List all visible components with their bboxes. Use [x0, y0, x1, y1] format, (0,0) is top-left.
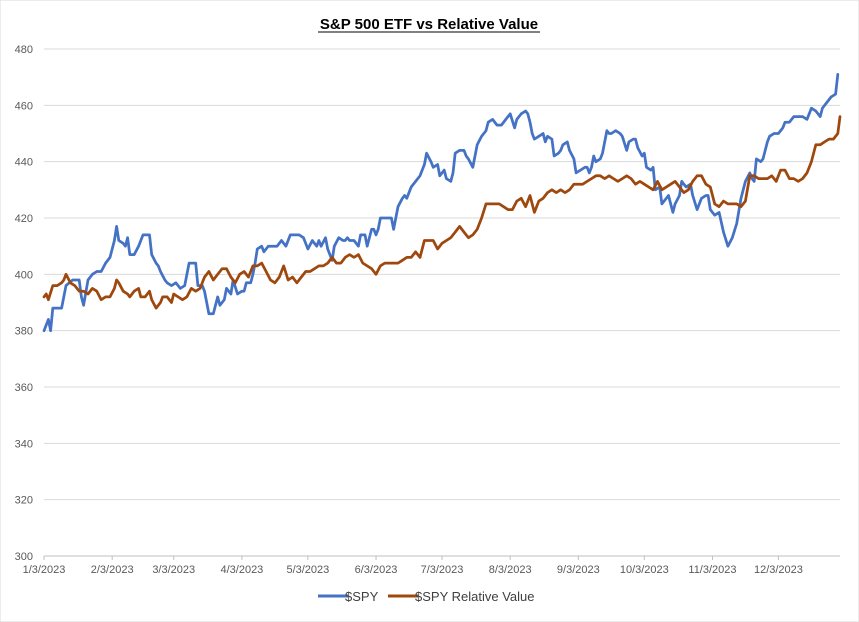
x-tick-label: 10/3/2023 — [620, 564, 669, 576]
x-tick-label: 12/3/2023 — [754, 564, 803, 576]
y-tick-label: 440 — [15, 157, 33, 169]
y-tick-label: 360 — [15, 382, 33, 394]
chart-title: S&P 500 ETF vs Relative Value — [320, 16, 538, 33]
y-tick-label: 460 — [15, 100, 33, 112]
series-line-spy-relative-value — [42, 115, 842, 310]
legend-label: $SPY Relative Value — [415, 589, 534, 604]
series-line-spy — [42, 73, 840, 333]
x-tick-label: 5/3/2023 — [286, 564, 329, 576]
y-tick-label: 380 — [15, 326, 33, 338]
x-tick-label: 9/3/2023 — [557, 564, 600, 576]
y-tick-label: 420 — [15, 213, 33, 225]
y-tick-label: 300 — [15, 551, 33, 563]
y-tick-label: 480 — [15, 44, 33, 56]
x-tick-label: 8/3/2023 — [489, 564, 532, 576]
x-tick-label: 3/3/2023 — [152, 564, 195, 576]
x-tick-label: 6/3/2023 — [355, 564, 398, 576]
x-tick-label: 4/3/2023 — [220, 564, 263, 576]
series-lines — [42, 73, 842, 333]
y-tick-label: 320 — [15, 495, 33, 507]
legend-label: $SPY — [345, 589, 379, 604]
x-tick-label: 7/3/2023 — [421, 564, 464, 576]
y-tick-label: 340 — [15, 438, 33, 450]
x-tick-label: 11/3/2023 — [688, 564, 736, 576]
x-axis-tick-labels: 1/3/2023 2/3/2023 3/3/2023 4/3/2023 5/3/2023… — [23, 556, 803, 576]
legend: $SPY $SPY Relative Value — [318, 589, 534, 604]
gridlines — [44, 48, 840, 557]
x-tick-label: 1/3/2023 — [23, 564, 66, 576]
y-tick-label: 400 — [15, 269, 33, 281]
x-tick-label: 2/3/2023 — [91, 564, 134, 576]
y-axis-tick-labels: 300 320 340 360 380 400 420 440 460 480 — [15, 44, 33, 563]
